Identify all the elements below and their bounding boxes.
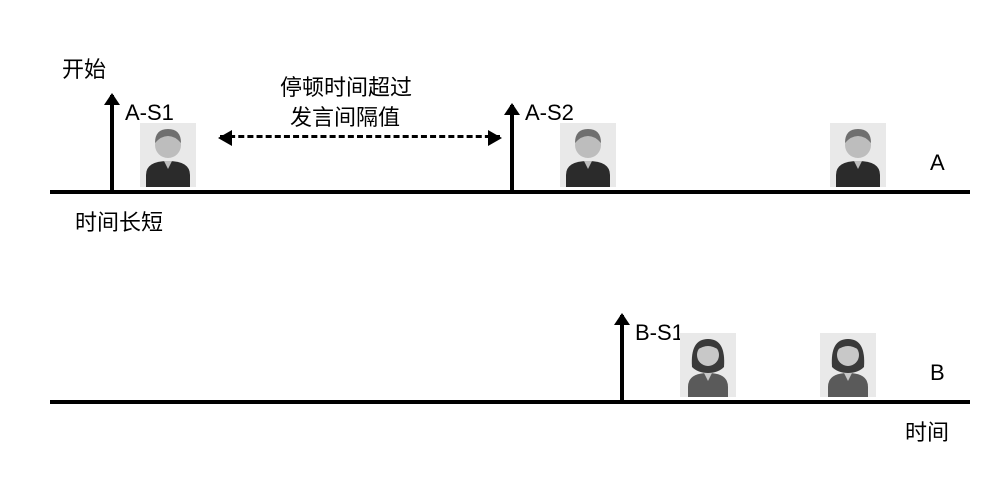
gap-arrow (220, 135, 500, 138)
label-start: 开始 (62, 52, 106, 84)
tick-start (110, 95, 114, 190)
avatar-b1 (680, 333, 736, 397)
label-b-s1: B-S1 (635, 320, 684, 346)
avatar-b2 (820, 333, 876, 397)
tick-b-s1 (620, 315, 624, 400)
timeline-b (50, 400, 970, 404)
label-gap-line1: 停顿时间超过 (280, 70, 412, 102)
timeline-a (50, 190, 970, 194)
avatar-a3 (830, 123, 886, 187)
diagram-stage: 开始 停顿时间超过 发言间隔值 A-S1 A-S2 B-S1 时间长短 A B … (0, 0, 1000, 500)
label-track-a: A (930, 150, 945, 176)
avatar-a2 (560, 123, 616, 187)
label-track-b: B (930, 360, 945, 386)
label-sub-a: 时间长短 (75, 205, 163, 237)
tick-a-s2 (510, 105, 514, 190)
label-gap-line2: 发言间隔值 (290, 100, 400, 132)
avatar-a1 (140, 123, 196, 187)
label-time-axis: 时间 (905, 415, 949, 447)
